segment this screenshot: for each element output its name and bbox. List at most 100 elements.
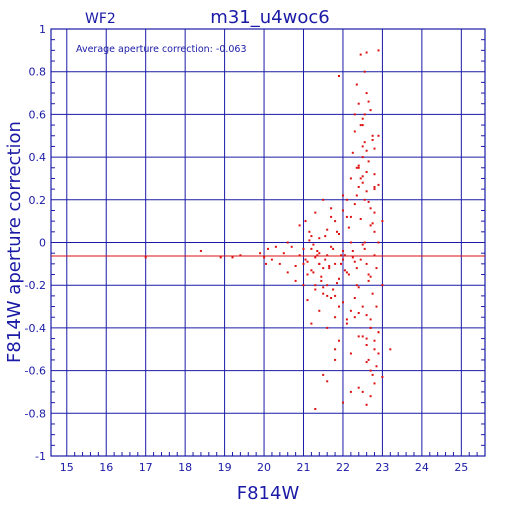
data-point bbox=[326, 284, 329, 287]
data-point bbox=[353, 113, 356, 116]
data-point bbox=[365, 149, 368, 152]
data-point bbox=[345, 198, 348, 201]
data-point bbox=[365, 51, 368, 54]
y-tick-labels: -1 -0.8 -0.6 -0.4 -0.2 0 0.2 0.4 0.6 0.8 1 bbox=[25, 23, 46, 463]
data-point bbox=[312, 243, 315, 246]
data-point bbox=[342, 194, 344, 197]
data-point bbox=[361, 243, 364, 246]
data-point bbox=[199, 250, 202, 252]
data-point bbox=[373, 382, 376, 385]
data-point bbox=[365, 344, 368, 346]
data-point bbox=[314, 288, 317, 291]
data-point bbox=[342, 301, 344, 304]
data-point bbox=[375, 267, 378, 270]
data-point bbox=[353, 297, 356, 299]
data-point bbox=[304, 220, 307, 223]
data-point bbox=[367, 200, 370, 203]
data-point bbox=[286, 241, 289, 244]
data-point bbox=[367, 160, 370, 163]
x-tick-labels: 15 16 17 18 19 20 21 22 23 24 25 bbox=[60, 461, 469, 474]
data-point bbox=[263, 256, 266, 259]
data-point bbox=[345, 322, 348, 325]
data-point bbox=[345, 271, 348, 274]
data-point bbox=[365, 403, 368, 406]
data-point bbox=[351, 256, 354, 259]
data-point bbox=[306, 260, 309, 263]
data-point bbox=[345, 215, 348, 218]
data-point bbox=[231, 256, 234, 259]
y-tick-label: 0.2 bbox=[29, 194, 47, 207]
data-point bbox=[326, 326, 329, 329]
data-point bbox=[330, 245, 333, 248]
data-point bbox=[326, 380, 329, 383]
data-point bbox=[294, 279, 297, 282]
data-point bbox=[318, 262, 321, 265]
y-tick-label: -0.4 bbox=[25, 322, 46, 335]
data-point bbox=[340, 262, 342, 265]
y-axis-label: F814W aperture correction bbox=[4, 121, 25, 363]
data-point bbox=[361, 181, 364, 184]
data-point bbox=[144, 256, 147, 259]
data-point bbox=[336, 230, 338, 233]
x-tick-label: 18 bbox=[178, 461, 192, 474]
data-point bbox=[381, 376, 384, 378]
y-tick-label: -0.8 bbox=[25, 407, 46, 420]
data-point bbox=[314, 408, 317, 410]
y-tick-label: -0.2 bbox=[25, 279, 46, 292]
data-point bbox=[342, 209, 344, 212]
data-point bbox=[345, 318, 348, 321]
data-point bbox=[373, 230, 376, 233]
data-point bbox=[353, 260, 356, 263]
data-point bbox=[373, 254, 376, 257]
data-point bbox=[316, 250, 319, 252]
data-point bbox=[355, 284, 358, 287]
x-tick-label: 22 bbox=[336, 461, 350, 474]
x-tick-label: 17 bbox=[139, 461, 153, 474]
data-point bbox=[355, 267, 358, 270]
data-point bbox=[371, 373, 374, 376]
data-point bbox=[365, 361, 368, 364]
data-point bbox=[365, 337, 368, 340]
data-point bbox=[270, 258, 273, 261]
data-point bbox=[389, 348, 392, 351]
data-point bbox=[330, 297, 333, 299]
data-point bbox=[381, 220, 384, 223]
average-correction-annotation: Average aperture correction: -0.063 bbox=[76, 44, 247, 55]
data-point bbox=[381, 284, 384, 287]
data-point bbox=[314, 211, 317, 214]
data-point bbox=[365, 314, 368, 317]
data-point bbox=[357, 164, 360, 167]
data-point bbox=[369, 326, 372, 329]
data-point bbox=[367, 279, 370, 282]
data-point bbox=[355, 194, 358, 197]
data-point bbox=[361, 117, 364, 120]
data-point bbox=[369, 275, 372, 278]
data-point bbox=[302, 247, 305, 250]
data-point bbox=[363, 70, 366, 73]
data-point bbox=[219, 256, 222, 259]
data-point bbox=[351, 250, 354, 252]
data-point bbox=[363, 241, 366, 244]
data-point bbox=[318, 237, 321, 240]
data-point bbox=[342, 401, 344, 404]
data-point bbox=[377, 331, 380, 334]
data-point bbox=[334, 316, 337, 319]
data-point bbox=[365, 190, 368, 193]
data-point bbox=[328, 265, 331, 267]
data-point bbox=[361, 305, 364, 308]
data-point bbox=[365, 262, 368, 265]
data-point bbox=[274, 245, 277, 248]
x-tick-label: 24 bbox=[415, 461, 429, 474]
data-point bbox=[363, 141, 366, 144]
data-point bbox=[373, 348, 376, 351]
data-point bbox=[377, 183, 380, 186]
data-point bbox=[302, 284, 305, 287]
data-point bbox=[302, 262, 305, 265]
data-point bbox=[377, 241, 380, 244]
data-point bbox=[338, 75, 340, 77]
data-point bbox=[363, 198, 366, 201]
data-point bbox=[353, 203, 356, 206]
data-point bbox=[361, 156, 364, 159]
data-point bbox=[347, 273, 350, 276]
data-point bbox=[318, 309, 321, 312]
